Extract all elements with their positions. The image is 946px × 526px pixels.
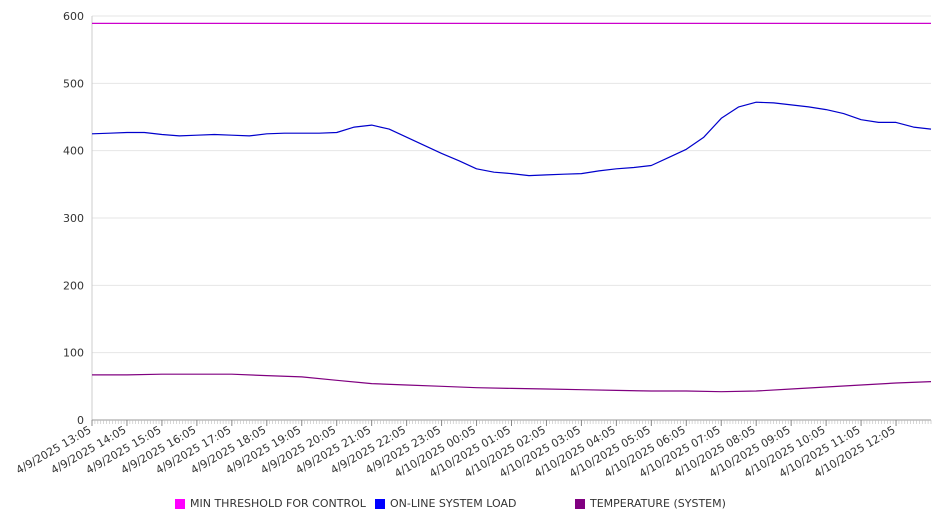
series-line-2 — [92, 373, 932, 393]
y-tick-label: 200 — [63, 279, 84, 292]
y-tick-label: 400 — [63, 145, 84, 158]
series-lines — [91, 22, 932, 393]
y-tick-label: 300 — [63, 212, 84, 225]
legend-item-temperature: TEMPERATURE (SYSTEM) — [575, 497, 726, 510]
y-tick-labels: 0 100 200 300 400 500 600 — [63, 10, 84, 427]
y-tick-label: 500 — [63, 77, 84, 90]
axes — [91, 16, 932, 426]
legend-swatch-online-system-load — [375, 498, 385, 509]
series-line-1 — [91, 101, 932, 177]
legend-item-min-threshold: MIN THRESHOLD FOR CONTROL — [175, 497, 366, 510]
gridlines — [92, 15, 931, 354]
legend-label-online-system-load: ON-LINE SYSTEM LOAD — [390, 497, 517, 510]
legend: MIN THRESHOLD FOR CONTROL ON-LINE SYSTEM… — [0, 497, 946, 513]
x-tick-labels: 4/9/2025 13:054/9/2025 14:054/9/2025 15:… — [14, 423, 898, 480]
legend-swatch-temperature — [575, 498, 585, 509]
y-tick-label: 0 — [77, 414, 84, 427]
legend-swatch-min-threshold — [175, 498, 185, 509]
y-tick-label: 100 — [63, 347, 84, 360]
legend-label-min-threshold: MIN THRESHOLD FOR CONTROL — [190, 497, 366, 510]
legend-label-temperature: TEMPERATURE (SYSTEM) — [590, 497, 726, 510]
y-tick-label: 600 — [63, 10, 84, 23]
legend-item-online-system-load: ON-LINE SYSTEM LOAD — [375, 497, 516, 510]
